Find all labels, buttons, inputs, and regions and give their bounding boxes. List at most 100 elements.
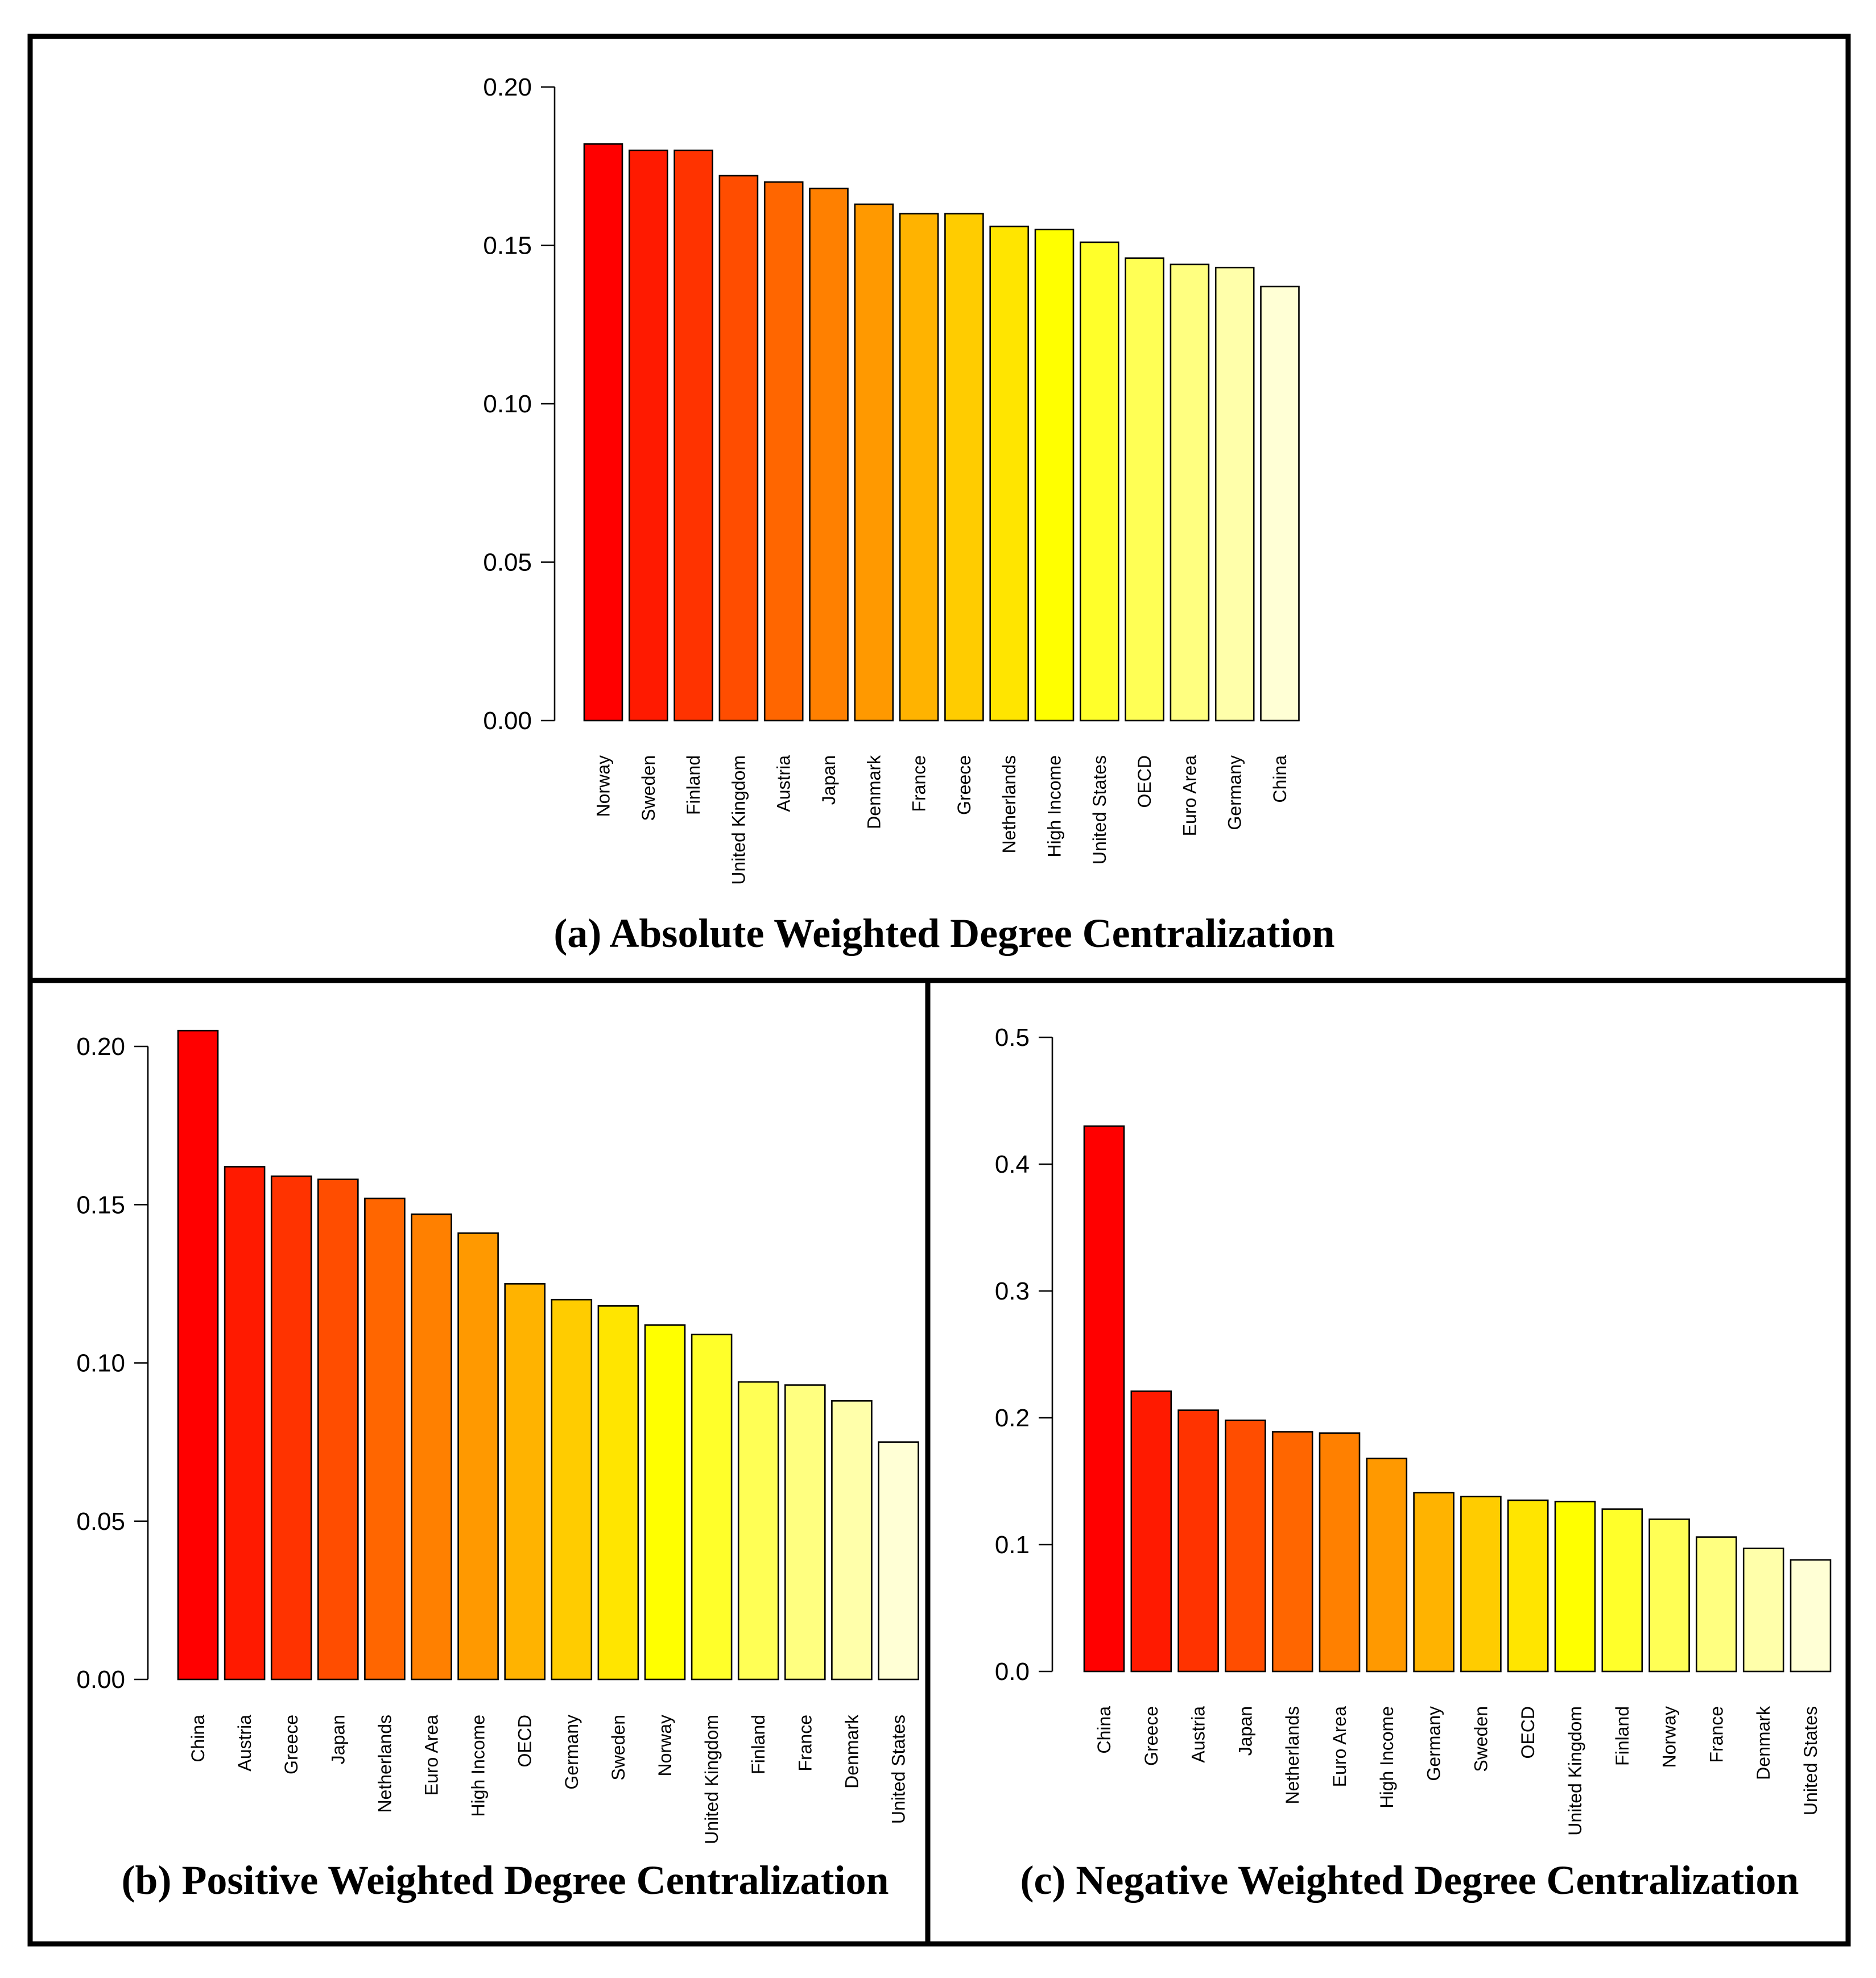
panel-b-bar xyxy=(270,1175,312,1681)
panel-b-bar xyxy=(597,1305,639,1681)
panel-a-bar xyxy=(629,150,668,722)
panel-b-category-label: Norway xyxy=(655,1715,675,1776)
panel-b-category-label: OECD xyxy=(515,1715,535,1767)
panel-b-category-label: United States xyxy=(889,1715,909,1824)
panel-b-category-label: Sweden xyxy=(608,1715,629,1781)
panel-c-frame xyxy=(925,978,1851,1947)
panel-a-bar xyxy=(1080,241,1119,722)
panel-b-category-label: United Kingdom xyxy=(701,1715,722,1844)
panel-b-category-label: China xyxy=(188,1715,208,1762)
panel-b-y-tick-label: 0.00 xyxy=(76,1666,125,1694)
panel-c-bar xyxy=(1225,1420,1266,1673)
panel-a-frame xyxy=(27,34,1851,983)
panel-c-category-label: United States xyxy=(1800,1706,1821,1815)
panel-a-bar xyxy=(899,213,939,722)
panel-a-category-label: Netherlands xyxy=(999,755,1019,854)
panel-a-y-tick-label: 0.15 xyxy=(483,232,532,260)
panel-c-y-tick-label: 0.2 xyxy=(995,1404,1030,1432)
panel-a-bar xyxy=(809,187,849,722)
panel-c-title: (c) Negative Weighted Degree Centralizat… xyxy=(1020,1857,1799,1903)
panel-b-category-label: France xyxy=(795,1715,815,1772)
panel-a-y-tick-label: 0.20 xyxy=(483,73,532,101)
panel-a-bar xyxy=(583,143,623,722)
panel-a-chart: 0.00 0.05 0.10 0.15 0.20 Norway Sweden Finland U… xyxy=(483,73,1300,885)
panel-a-category-label: Finland xyxy=(683,755,704,815)
panel-b-y-tick-label: 0.05 xyxy=(76,1508,125,1536)
panel-c-category-label: Denmark xyxy=(1753,1706,1774,1780)
panel-c-category-label: Euro Area xyxy=(1329,1706,1350,1787)
panel-a-bar xyxy=(763,181,804,722)
panel-a-title: (a) Absolute Weighted Degree Centralizat… xyxy=(553,911,1334,956)
panel-c-bar xyxy=(1742,1547,1784,1673)
panel-c-bar xyxy=(1366,1458,1408,1673)
panel-b-bar xyxy=(364,1197,406,1681)
panel-b-y-tick-label: 0.10 xyxy=(76,1350,125,1377)
panel-a-category-label: China xyxy=(1270,755,1290,803)
panel-b-category-label: Denmark xyxy=(841,1714,862,1789)
panel-c-category-label: High Income xyxy=(1377,1706,1397,1809)
panel-c-y-tick-label: 0.3 xyxy=(995,1277,1030,1305)
panel-a-category-label: Euro Area xyxy=(1179,755,1200,837)
panel-c-category-label: Norway xyxy=(1659,1706,1680,1768)
panel-c-category-label: Japan xyxy=(1235,1706,1255,1756)
panel-c-category-label: Austria xyxy=(1188,1706,1209,1763)
panel-a-category-label: United States xyxy=(1089,755,1110,864)
panel-c-category-label: Finland xyxy=(1612,1706,1633,1766)
panel-c-bar xyxy=(1319,1432,1361,1673)
panel-b-bar xyxy=(737,1381,779,1681)
panel-a-category-label: Denmark xyxy=(863,755,884,829)
panel-b-category-label: Austria xyxy=(234,1715,255,1772)
panel-a-category-label: Austria xyxy=(774,755,794,812)
panel-b-y-tick-label: 0.15 xyxy=(76,1191,125,1219)
panel-b-bar xyxy=(504,1283,546,1681)
panel-b-bar xyxy=(784,1384,826,1681)
panel-c-category-label: France xyxy=(1706,1706,1726,1763)
panel-b-category-label: High Income xyxy=(468,1715,489,1817)
panel-c-category-label: China xyxy=(1094,1706,1114,1754)
panel-a-category-label: High Income xyxy=(1044,755,1065,858)
panel-b-category-label: Netherlands xyxy=(374,1715,395,1813)
panel-a-bar xyxy=(989,225,1029,722)
panel-b-bar xyxy=(177,1029,219,1681)
panel-a-category-label: Japan xyxy=(819,755,839,805)
panel-b-category-label: Japan xyxy=(328,1715,348,1764)
panel-a-category-label: Norway xyxy=(593,755,614,817)
panel-a-y-tick-label: 0.00 xyxy=(483,707,532,735)
panel-c-bar xyxy=(1271,1431,1313,1673)
panel-b-y-tick-label: 0.20 xyxy=(76,1033,125,1061)
panel-a-bar xyxy=(1214,267,1255,722)
panel-c-y-tick-label: 0.0 xyxy=(995,1658,1030,1686)
panel-b-bar xyxy=(457,1232,499,1681)
panel-a-category-label: France xyxy=(909,755,929,812)
panel-b-bar xyxy=(224,1166,266,1681)
panel-a-category-label: OECD xyxy=(1134,755,1155,808)
panel-c-bar xyxy=(1177,1409,1219,1673)
panel-b-chart: 0.00 0.05 0.10 0.15 0.20 China Austria Greece Ja… xyxy=(76,1029,919,1844)
panel-b-category-label: Euro Area xyxy=(422,1715,442,1796)
panel-c-chart: 0.0 0.1 0.2 0.3 0.4 0.5 China Greece Austria Japa… xyxy=(995,1024,1832,1836)
panel-c-y-tick-label: 0.1 xyxy=(995,1531,1030,1559)
panel-c-y-tick-label: 0.5 xyxy=(995,1024,1030,1052)
panel-c-bar xyxy=(1648,1518,1690,1673)
panel-a-bar xyxy=(1170,263,1210,722)
panel-a-y-tick-label: 0.10 xyxy=(483,390,532,418)
panel-b-bar xyxy=(691,1334,733,1681)
panel-c-category-label: United Kingdom xyxy=(1565,1706,1585,1836)
panel-b-bar xyxy=(878,1441,919,1681)
panel-a-category-label: United Kingdom xyxy=(728,755,749,885)
panel-c-y-tick-label: 0.4 xyxy=(995,1151,1030,1178)
panel-c-category-label: Greece xyxy=(1141,1706,1162,1766)
panel-a-bar xyxy=(854,203,894,722)
panel-b-bar xyxy=(551,1298,593,1681)
panel-a-bar xyxy=(944,213,984,722)
panel-b-bar xyxy=(644,1324,686,1681)
panel-c-bar xyxy=(1130,1390,1172,1673)
panel-a-bar xyxy=(1125,257,1164,722)
panel-b-bar xyxy=(317,1178,359,1681)
panel-b-bar xyxy=(831,1400,873,1681)
panel-c-category-label: Sweden xyxy=(1470,1706,1491,1772)
panel-a-bar xyxy=(673,150,713,722)
panel-c-category-label: Germany xyxy=(1424,1706,1444,1781)
panel-c-bar xyxy=(1507,1499,1549,1673)
